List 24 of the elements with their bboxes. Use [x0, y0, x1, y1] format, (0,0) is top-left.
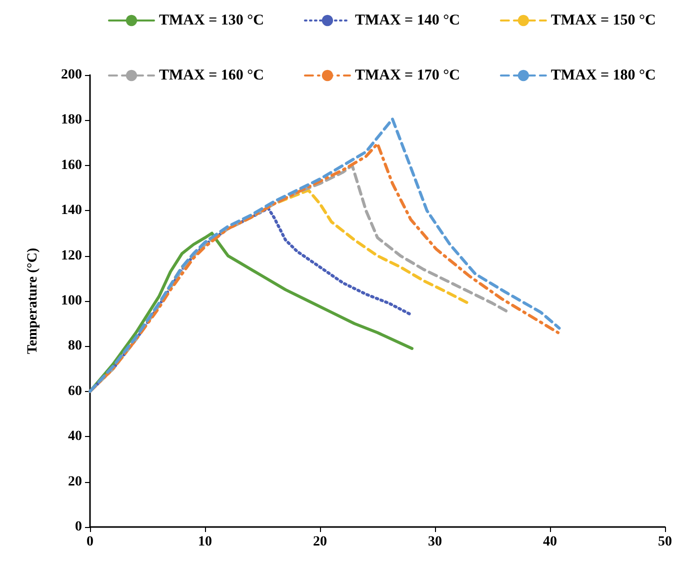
y-tick-label: 200: [61, 68, 82, 82]
y-tick-label: 60: [68, 384, 82, 399]
legend-label: TMAX = 140 °C: [354, 12, 460, 28]
y-tick-label: 140: [61, 203, 82, 218]
y-tick-label: 80: [68, 338, 82, 354]
legend-label: TMAX = 160 °C: [159, 68, 264, 84]
y-tick-label: 120: [61, 248, 82, 264]
y-tick-label: 0: [75, 520, 82, 534]
y-axis-title: Temperature (°C): [26, 248, 40, 354]
y-tick-label: 180: [61, 112, 82, 128]
y-tick-label: 160: [61, 158, 82, 173]
x-tick-label: 30: [428, 534, 442, 550]
x-tick-label: 0: [86, 534, 94, 550]
x-tick-label: 40: [543, 534, 557, 550]
legend-label: TMAX = 180 °C: [550, 68, 656, 84]
y-tick-label: 20: [68, 474, 82, 490]
legend-label: TMAX = 170 °C: [354, 68, 460, 84]
x-tick-label: 20: [313, 534, 327, 550]
y-tick-label: 40: [68, 429, 82, 444]
x-tick-label: 10: [198, 534, 212, 550]
x-tick-label: 50: [658, 534, 672, 550]
legend-label: TMAX = 130 °C: [159, 12, 264, 28]
y-tick-label: 100: [61, 294, 82, 308]
legend-label: TMAX = 150 °C: [550, 12, 656, 28]
